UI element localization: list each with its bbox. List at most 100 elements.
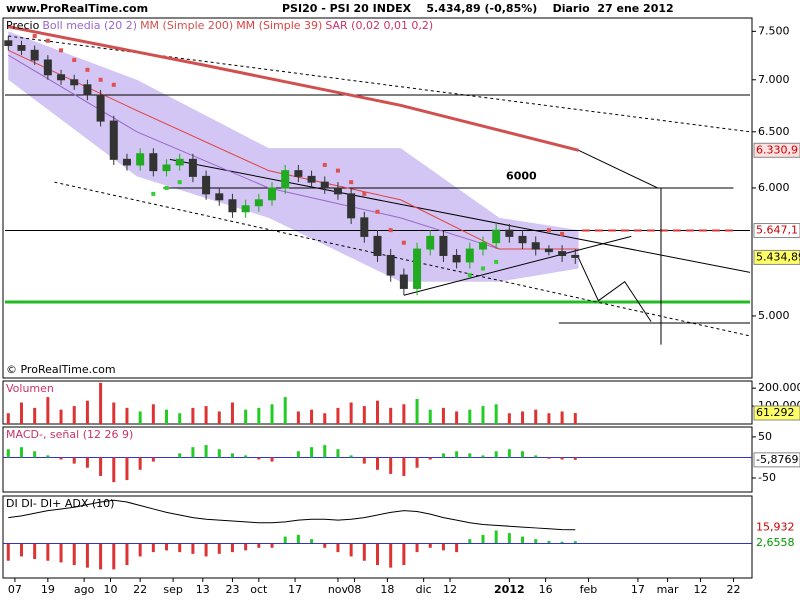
candle-body <box>518 235 527 244</box>
di-bar <box>428 543 432 548</box>
sar-dot <box>480 266 485 271</box>
bar <box>441 407 445 424</box>
candle-body <box>57 74 66 81</box>
candle-body <box>17 45 26 51</box>
bar <box>296 411 300 424</box>
di-bar <box>402 543 406 566</box>
bar <box>547 457 551 459</box>
chart-title: PSI20 - PSI 20 INDEX 5.434,89 (-0,85%) D… <box>282 2 674 15</box>
trend-line <box>169 158 751 273</box>
bar <box>72 406 76 424</box>
x-tick-label: 18 <box>380 583 394 596</box>
bar <box>402 457 406 476</box>
legend-entry: MM (Simple 39) <box>236 19 322 32</box>
adx-line <box>8 499 576 531</box>
value-label: 61.292 <box>756 406 795 419</box>
candle-body <box>109 120 118 160</box>
sar-dot <box>322 162 327 167</box>
bar <box>376 457 379 470</box>
legend: Precio Boll media (20 2) MM (Simple 200) MM… <box>6 19 433 32</box>
di-bar <box>204 543 208 557</box>
bar <box>389 457 393 474</box>
panel-title: Volumen <box>6 382 54 395</box>
candle-body <box>96 94 105 122</box>
candle-body <box>347 193 356 219</box>
bar <box>270 457 274 462</box>
bar <box>521 411 525 424</box>
di-bar <box>349 543 353 557</box>
di-bar <box>507 533 511 544</box>
bar <box>415 398 419 424</box>
bar <box>46 397 50 424</box>
di-bar <box>547 540 551 544</box>
bar <box>6 413 10 424</box>
sar-dot <box>546 228 551 233</box>
bar <box>217 449 221 458</box>
bar <box>494 451 498 458</box>
di-bar <box>441 543 445 551</box>
bar <box>138 411 142 424</box>
candle-body <box>241 205 250 213</box>
x-tick-label: 17 <box>288 583 302 596</box>
di-bar <box>296 534 300 544</box>
value-label: 2,6558 <box>756 536 795 549</box>
bar <box>230 453 234 458</box>
bar <box>534 455 538 458</box>
di-bar <box>270 543 274 548</box>
x-tick-label: 22 <box>133 583 147 596</box>
di-bar <box>165 543 169 551</box>
bar <box>560 457 564 460</box>
y-tick-label: 5.000 <box>758 309 790 322</box>
bar <box>507 413 511 424</box>
bar <box>151 404 155 424</box>
bar <box>191 407 195 424</box>
x-tick-label: dic <box>416 583 432 596</box>
bar <box>257 457 261 460</box>
bar <box>560 411 564 424</box>
bar <box>428 457 432 460</box>
value-label: 5.647,1 <box>756 224 798 237</box>
di-bar <box>72 543 76 566</box>
y-tick-label: 6.000 <box>758 181 790 194</box>
value-label: 15,932 <box>756 521 795 534</box>
candle-body <box>558 251 567 256</box>
panel <box>3 499 752 570</box>
panel <box>6 382 577 424</box>
sar-dot <box>177 180 182 185</box>
di-bar <box>19 543 23 557</box>
legend-entry: Boll media (20 2) <box>42 19 137 32</box>
candle-body <box>162 164 171 172</box>
candle-body <box>399 274 408 289</box>
bar <box>99 457 103 476</box>
x-tick-label: 08 <box>347 583 361 596</box>
bar <box>362 406 366 424</box>
bar <box>323 445 327 458</box>
trend-line <box>403 235 632 296</box>
bar <box>547 413 551 424</box>
trend-line <box>578 149 658 189</box>
candle-body <box>149 153 158 172</box>
trend-line <box>54 181 751 337</box>
x-tick-label: 12 <box>443 583 457 596</box>
bar <box>99 382 103 424</box>
di-bar <box>138 543 142 557</box>
sar-dot <box>375 209 380 214</box>
di-bar <box>33 543 37 560</box>
panel-frame <box>2 495 753 579</box>
value-label-box <box>753 249 800 265</box>
sar-dot <box>164 185 169 190</box>
bar <box>230 402 234 424</box>
y-tick-label: 7.500 <box>758 24 790 37</box>
di-bar <box>125 543 129 566</box>
x-tick-label: oct <box>250 583 268 596</box>
x-tick-label: 13 <box>196 583 210 596</box>
trend-line <box>8 35 751 133</box>
value-label: 6.330,9 <box>756 143 798 156</box>
bar <box>244 409 248 424</box>
x-tick-label: 12 <box>694 583 708 596</box>
bar <box>19 447 23 458</box>
bar <box>72 457 76 464</box>
bar <box>59 409 63 424</box>
sar-dot <box>151 191 156 196</box>
bar <box>349 455 353 458</box>
